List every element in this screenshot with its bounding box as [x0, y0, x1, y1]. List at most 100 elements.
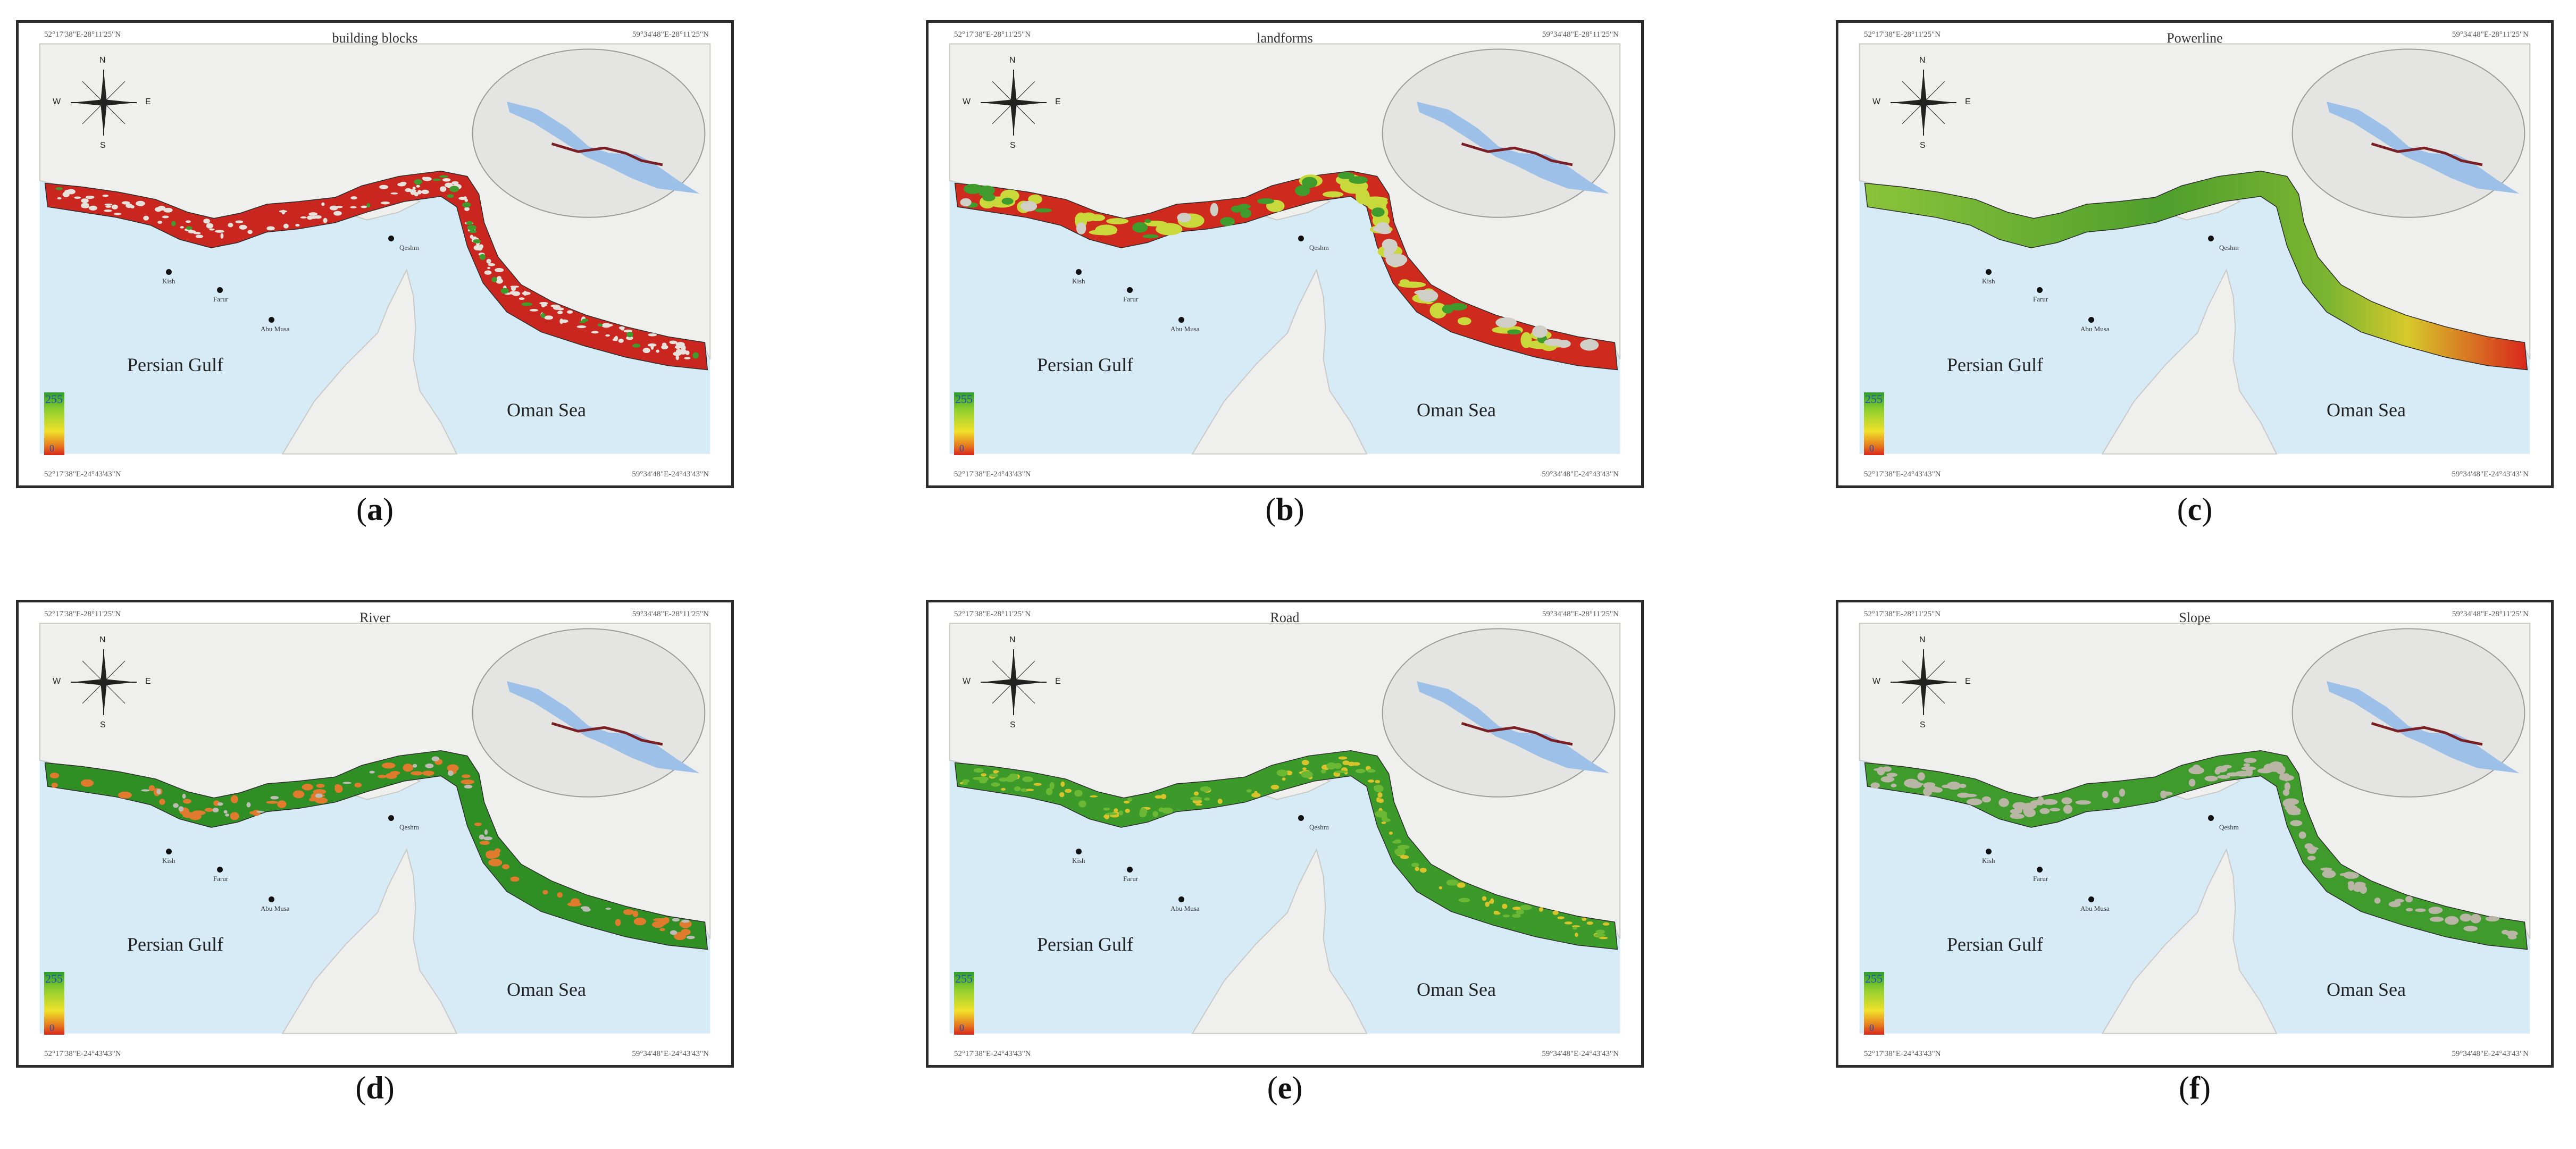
band-patch — [235, 220, 244, 223]
band-patch — [2102, 791, 2109, 798]
band-patch — [2160, 790, 2167, 799]
band-patch — [647, 343, 657, 347]
inset-study-area-line — [551, 722, 663, 746]
inset-locator-globe — [472, 48, 706, 218]
caption-letter: d — [366, 1070, 384, 1105]
city-dot-farur — [1127, 287, 1133, 293]
band-patch — [982, 193, 996, 202]
band-patch — [467, 225, 476, 230]
band-patch — [550, 304, 560, 308]
inset-persian-gulf — [2327, 681, 2520, 774]
coord-top-left: 52°17'38"E-28°11'25"N — [954, 610, 1031, 618]
band-patch — [651, 921, 664, 928]
compass-east: E — [1965, 677, 1971, 686]
inset-persian-gulf — [1417, 102, 1610, 194]
band-patch — [403, 764, 413, 772]
band-patch — [466, 221, 473, 225]
band-patch — [1488, 900, 1493, 904]
band-patch — [479, 254, 486, 260]
band-patch — [672, 918, 680, 922]
city-label-qeshm: Qeshm — [399, 823, 419, 831]
band-patch — [491, 276, 497, 283]
band-patch — [2243, 763, 2251, 767]
band-patch — [1586, 921, 1593, 925]
band-patch — [687, 935, 695, 940]
city-dot-abu-musa — [1178, 317, 1184, 323]
band-patch — [66, 189, 76, 195]
compass-south: S — [1920, 720, 1926, 729]
band-patch — [1367, 769, 1376, 773]
band-patch — [1398, 281, 1426, 288]
band-patch — [648, 333, 657, 337]
band-patch — [1132, 222, 1148, 233]
band-patch — [105, 205, 112, 208]
band-patch — [670, 930, 678, 935]
band-patch — [2284, 782, 2290, 791]
band-patch — [1220, 217, 1235, 227]
band-patch — [2307, 856, 2316, 861]
city-dot-abu-musa — [2088, 896, 2094, 902]
band-patch — [308, 212, 318, 216]
compass-south: S — [100, 720, 106, 729]
city-label-abu-musa: Abu Musa — [261, 325, 290, 333]
compass-rose-icon — [71, 70, 137, 136]
legend-max-label: 255 — [955, 392, 973, 406]
map-canvas — [39, 43, 711, 455]
band-patch — [1532, 325, 1548, 338]
band-patch — [1349, 176, 1368, 184]
band-patch — [681, 929, 691, 936]
band-patch — [1394, 848, 1406, 856]
coord-bottom-left: 52°17'38"E-24°43'43"N — [44, 1050, 121, 1058]
compass-west: W — [53, 97, 61, 106]
band-patch — [81, 198, 89, 203]
band-patch — [2505, 930, 2518, 937]
band-patch — [270, 796, 279, 800]
map-panel-c: Powerline 52°17'38"E-28°11'25"N 59°34'48… — [1836, 20, 2554, 488]
band-patch — [1564, 921, 1573, 925]
band-patch — [1160, 794, 1167, 800]
arabian-peninsula — [281, 268, 458, 455]
arabian-peninsula — [2101, 848, 2278, 1034]
city-dot-farur — [2037, 287, 2043, 293]
city-label-kish: Kish — [1982, 277, 1995, 285]
compass-south: S — [1010, 720, 1016, 729]
map-canvas — [949, 43, 1621, 455]
band-patch — [1594, 933, 1606, 937]
band-patch — [186, 226, 193, 230]
band-patch — [1389, 831, 1393, 835]
band-patch — [1106, 812, 1118, 816]
band-patch — [1118, 810, 1124, 816]
city-label-farur: Farur — [2033, 295, 2048, 303]
band-patch — [993, 770, 999, 774]
band-patch — [463, 196, 467, 199]
band-patch — [2061, 797, 2072, 804]
city-label-kish: Kish — [1072, 277, 1085, 285]
band-patch — [302, 784, 313, 791]
band-patch — [432, 178, 441, 181]
legend-min-label: 0 — [1869, 443, 1874, 454]
city-label-qeshm: Qeshm — [2219, 823, 2239, 831]
band-patch — [2063, 804, 2072, 814]
band-patch — [2298, 831, 2306, 839]
band-patch — [500, 288, 509, 294]
band-patch — [1190, 796, 1202, 801]
band-patch — [2406, 908, 2413, 912]
band-patch — [1026, 789, 1034, 792]
sea-label-oman-sea: Oman Sea — [507, 399, 586, 421]
color-scale-legend: 255 0 — [44, 972, 64, 1035]
band-patch — [104, 203, 113, 206]
compass-east: E — [145, 677, 151, 686]
legend-min-label: 0 — [959, 1022, 964, 1033]
band-patch — [2309, 847, 2319, 851]
map-canvas — [1859, 623, 2531, 1034]
band-patch — [182, 793, 186, 799]
arabian-peninsula — [2101, 268, 2278, 455]
band-patch — [1571, 925, 1580, 928]
band-patch — [1065, 789, 1072, 793]
city-label-kish: Kish — [162, 277, 175, 285]
band-patch — [1078, 800, 1086, 808]
coord-bottom-left: 52°17'38"E-24°43'43"N — [1864, 1050, 1941, 1058]
band-patch — [1557, 340, 1571, 348]
band-patch — [962, 782, 968, 785]
band-patch — [1880, 776, 1895, 783]
